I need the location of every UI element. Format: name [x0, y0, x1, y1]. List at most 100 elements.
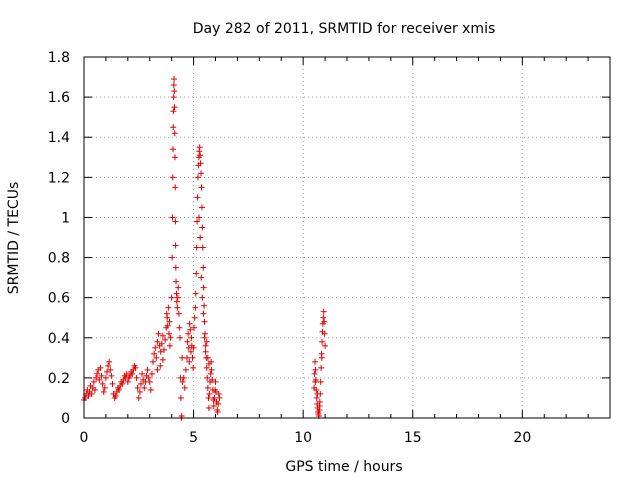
data-point — [146, 378, 153, 385]
data-point — [108, 372, 115, 379]
data-point — [99, 380, 106, 387]
data-points — [81, 76, 329, 421]
data-point — [171, 104, 178, 111]
data-point — [105, 362, 112, 369]
data-point — [104, 368, 111, 375]
data-point — [320, 314, 327, 321]
data-point — [201, 318, 208, 325]
data-point — [311, 370, 318, 377]
data-point — [135, 394, 142, 401]
data-point — [102, 374, 109, 381]
data-point — [152, 344, 159, 351]
data-point — [317, 378, 324, 385]
data-point — [169, 214, 176, 221]
data-point — [181, 384, 188, 391]
data-point — [159, 356, 166, 363]
data-point — [106, 358, 113, 365]
data-point — [169, 174, 176, 181]
data-point — [134, 384, 141, 391]
data-point — [94, 370, 101, 377]
data-point — [150, 358, 157, 365]
data-point — [182, 366, 189, 373]
y-tick-label: 1.4 — [48, 130, 70, 146]
data-point — [147, 386, 154, 393]
data-point — [194, 174, 201, 181]
data-point — [204, 384, 211, 391]
data-point — [136, 388, 143, 395]
data-point — [129, 370, 136, 377]
data-point — [109, 380, 116, 387]
data-point — [171, 76, 178, 83]
data-point — [201, 334, 208, 341]
y-tick-label: 0.8 — [48, 251, 70, 267]
data-point — [192, 290, 199, 297]
data-point — [205, 360, 212, 367]
data-point — [116, 386, 123, 393]
data-point — [91, 386, 98, 393]
data-point — [107, 366, 114, 373]
data-point — [189, 354, 196, 361]
data-point — [97, 364, 104, 371]
data-point — [172, 218, 179, 225]
data-point — [200, 284, 207, 291]
data-point — [191, 314, 198, 321]
data-point — [190, 364, 197, 371]
data-point — [318, 364, 325, 371]
data-point — [166, 330, 173, 337]
data-point — [216, 394, 223, 401]
data-point — [205, 404, 212, 411]
data-point — [169, 254, 176, 261]
data-point — [173, 298, 180, 305]
data-point — [171, 130, 178, 137]
data-point — [320, 308, 327, 315]
data-point — [158, 340, 165, 347]
data-point — [172, 242, 179, 249]
data-point — [90, 378, 97, 385]
data-point — [207, 370, 214, 377]
data-point — [170, 124, 177, 131]
data-point — [169, 146, 176, 153]
data-point — [159, 332, 166, 339]
data-point — [167, 334, 174, 341]
data-point — [312, 358, 319, 365]
data-point — [174, 304, 181, 311]
data-point — [215, 390, 222, 397]
data-point — [205, 394, 212, 401]
data-point — [198, 204, 205, 211]
data-point — [191, 324, 198, 331]
data-point — [322, 342, 329, 349]
data-point — [101, 384, 108, 391]
data-point — [166, 342, 173, 349]
data-point — [184, 338, 191, 345]
data-point — [172, 264, 179, 271]
data-point — [199, 224, 206, 231]
data-point — [204, 354, 211, 361]
data-point — [203, 338, 210, 345]
data-point — [119, 380, 126, 387]
y-tick-label: 0 — [61, 411, 70, 427]
data-point — [312, 366, 319, 373]
data-point — [171, 154, 178, 161]
data-point — [82, 394, 89, 401]
data-point — [176, 334, 183, 341]
data-point — [145, 374, 152, 381]
data-point — [179, 378, 186, 385]
data-point — [133, 374, 140, 381]
y-tick-label: 0.6 — [48, 291, 70, 307]
data-point — [144, 366, 151, 373]
data-point — [170, 94, 177, 101]
data-point — [197, 234, 204, 241]
data-point — [201, 302, 208, 309]
data-point — [139, 370, 146, 377]
data-point — [168, 294, 175, 301]
data-point — [96, 376, 103, 383]
data-point — [186, 320, 193, 327]
y-tick-label: 1 — [61, 210, 70, 226]
data-point — [194, 194, 201, 201]
data-point — [137, 380, 144, 387]
data-point — [163, 310, 170, 317]
data-point — [176, 324, 183, 331]
data-point — [209, 376, 216, 383]
data-point — [194, 218, 201, 225]
